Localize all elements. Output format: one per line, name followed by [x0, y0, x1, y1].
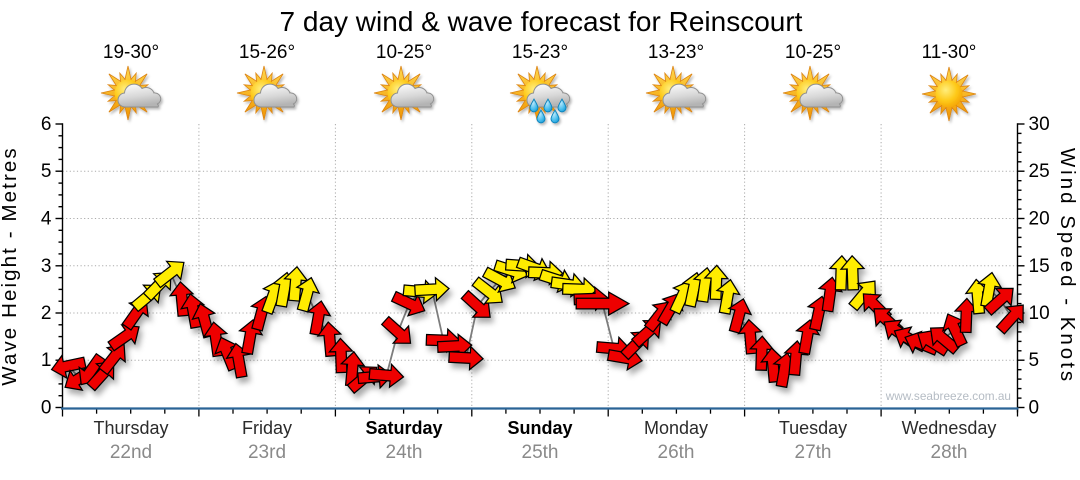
- svg-text:23rd: 23rd: [248, 442, 286, 463]
- svg-text:24th: 24th: [386, 442, 423, 463]
- svg-text:25: 25: [1029, 161, 1050, 182]
- svg-text:20: 20: [1029, 209, 1050, 230]
- svg-text:Wednesday: Wednesday: [902, 418, 997, 438]
- svg-text:10: 10: [1029, 303, 1050, 324]
- svg-text:6: 6: [41, 114, 52, 135]
- svg-text:Friday: Friday: [242, 418, 292, 438]
- svg-text:27th: 27th: [795, 442, 832, 463]
- svg-text:2: 2: [41, 303, 52, 324]
- svg-text:Thursday: Thursday: [93, 418, 168, 438]
- svg-text:30: 30: [1029, 114, 1050, 135]
- svg-text:Monday: Monday: [644, 418, 708, 438]
- svg-text:28th: 28th: [931, 442, 968, 463]
- svg-text:15: 15: [1029, 256, 1050, 277]
- svg-text:Saturday: Saturday: [365, 418, 442, 438]
- svg-text:Tuesday: Tuesday: [779, 418, 847, 438]
- svg-text:19-30°: 19-30°: [103, 42, 159, 63]
- svg-text:0: 0: [1029, 398, 1040, 419]
- svg-text:7 day wind & wave forecast for: 7 day wind & wave forecast for Reinscour…: [280, 6, 803, 37]
- svg-text:Wave Height - Metres: Wave Height - Metres: [0, 146, 21, 385]
- svg-text:15-26°: 15-26°: [239, 42, 295, 63]
- svg-text:5: 5: [1029, 350, 1040, 371]
- svg-text:10-25°: 10-25°: [785, 42, 841, 63]
- svg-text:11-30°: 11-30°: [922, 42, 977, 63]
- svg-text:4: 4: [41, 209, 52, 230]
- svg-text:26th: 26th: [658, 442, 695, 463]
- svg-text:3: 3: [41, 256, 52, 277]
- svg-text:5: 5: [41, 161, 52, 182]
- svg-text:10-25°: 10-25°: [376, 42, 432, 63]
- svg-text:www.seabreeze.com.au: www.seabreeze.com.au: [885, 389, 1011, 403]
- svg-text:1: 1: [41, 350, 52, 371]
- svg-text:22nd: 22nd: [110, 442, 152, 463]
- svg-text:Wind Speed - Knots: Wind Speed - Knots: [1056, 148, 1079, 384]
- svg-text:15-23°: 15-23°: [512, 42, 568, 63]
- svg-text:25th: 25th: [522, 442, 559, 463]
- svg-text:13-23°: 13-23°: [648, 42, 704, 63]
- svg-text:0: 0: [41, 398, 52, 419]
- svg-text:Sunday: Sunday: [507, 418, 572, 438]
